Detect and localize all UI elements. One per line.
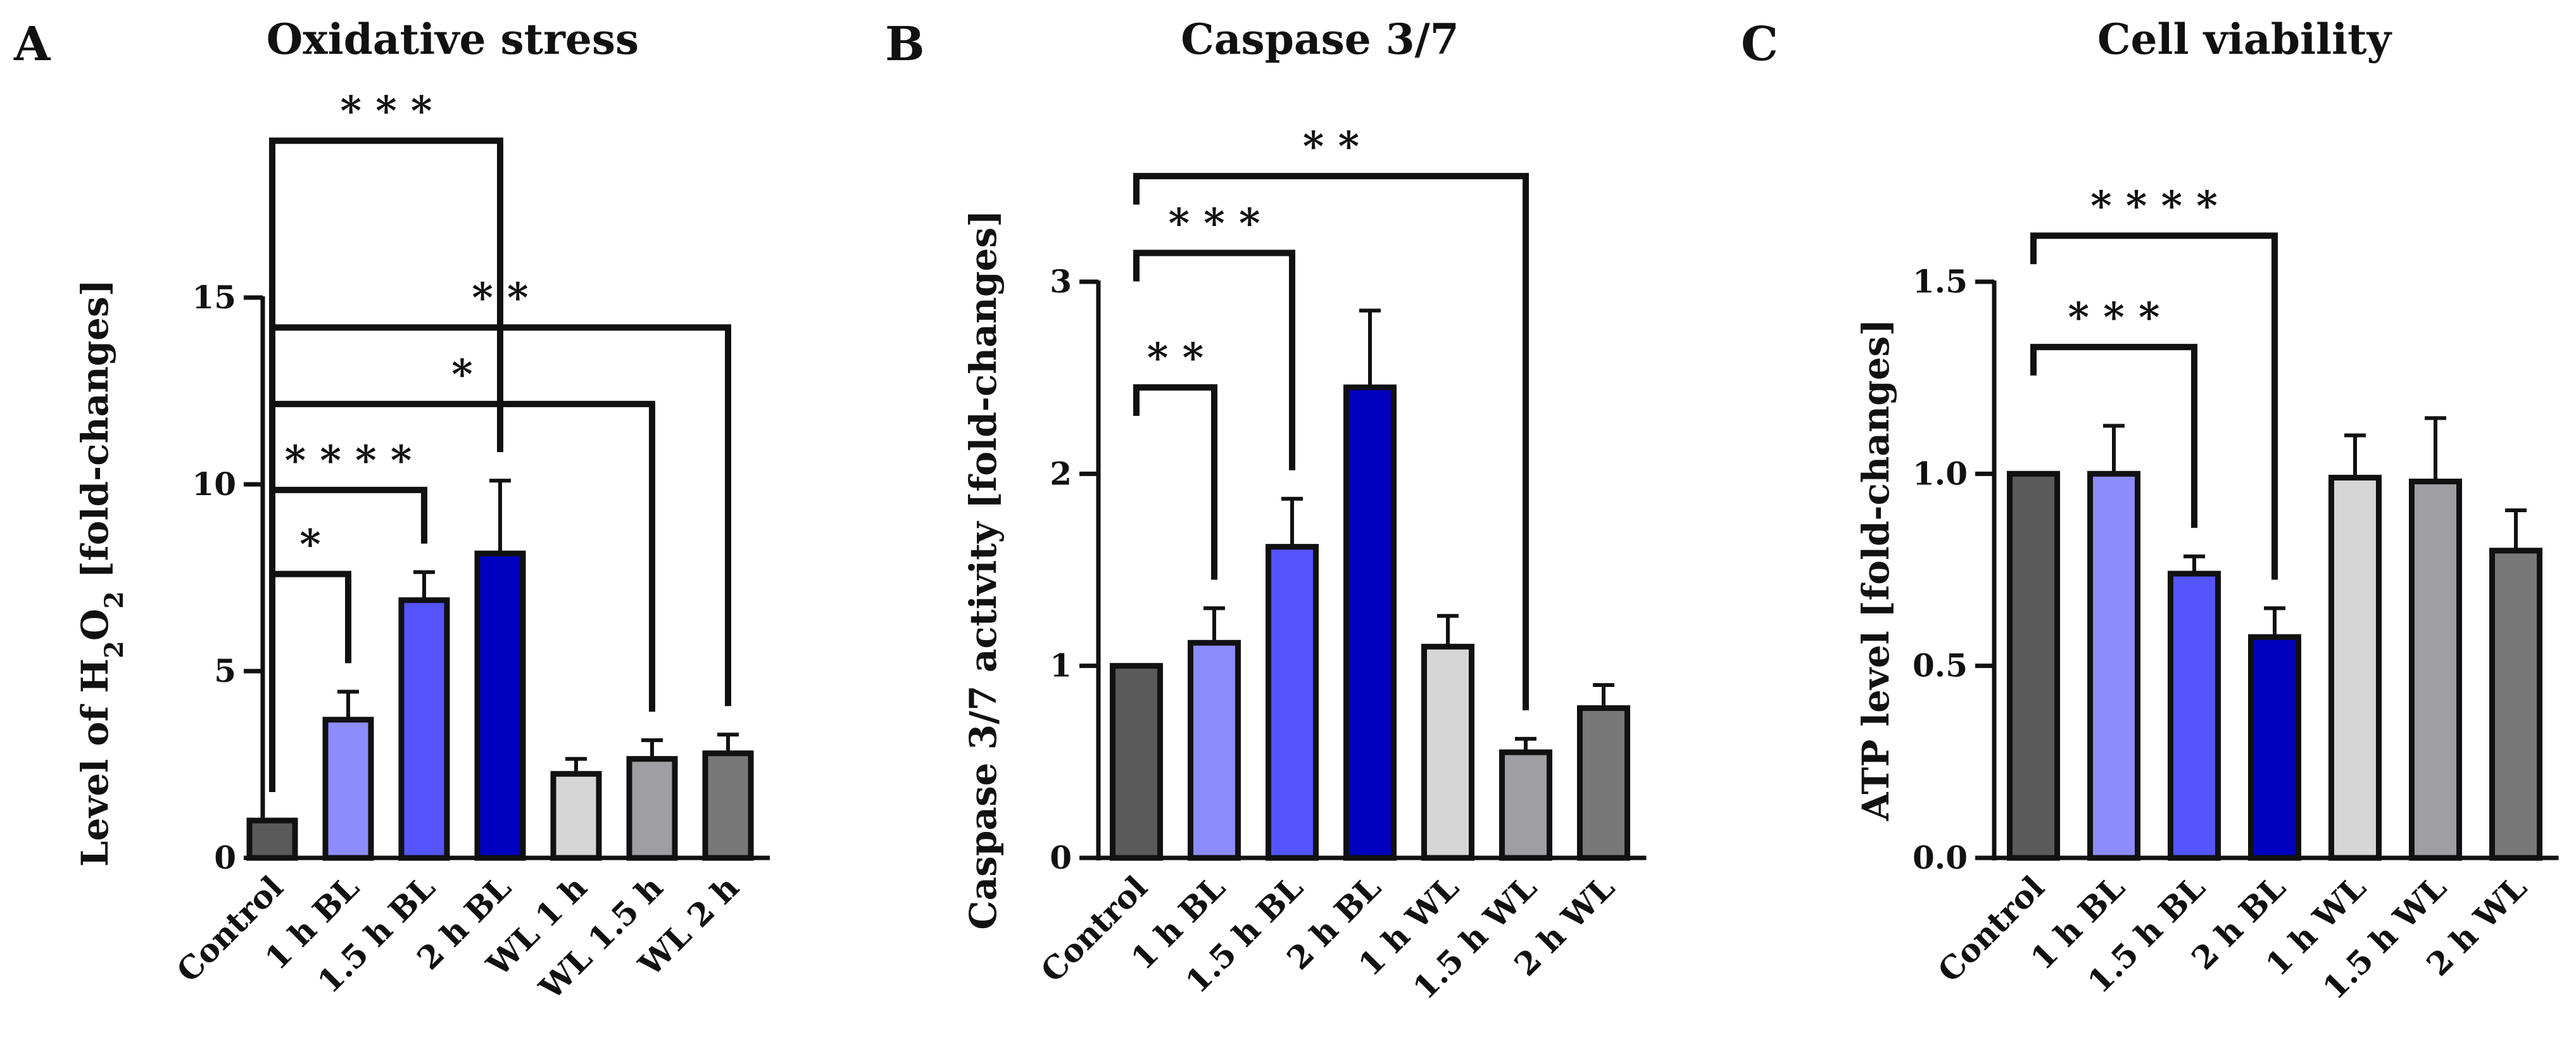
bar-2-h-bl — [2248, 634, 2301, 861]
bar-2-h-bl — [1343, 384, 1397, 861]
panel-a: A Oxidative stress Level of H2O2 [fold-c… — [13, 15, 770, 1007]
significance-label: * * — [1147, 334, 1203, 382]
bar-1-5-h-bl — [398, 597, 450, 861]
chart-title: Cell viability — [2097, 15, 2392, 64]
significance-bracket — [269, 137, 503, 792]
y-tick-label: 0 — [1050, 839, 1072, 876]
panel-c: C Cell viability ATP level [fold-changes… — [1741, 15, 2559, 1007]
y-tick-label: 0 — [214, 839, 236, 876]
bar-wl-1-h — [550, 771, 602, 861]
bar-1-5-h-bl — [2168, 570, 2221, 861]
significance-bracket — [2030, 232, 2278, 580]
panel-letter: B — [885, 17, 925, 72]
bar-control — [1110, 663, 1163, 861]
y-tick-label: 1.5 — [1913, 263, 1968, 300]
significance-label: * * — [1303, 123, 1359, 170]
significance-label: * — [451, 351, 472, 398]
significance-bracket — [1133, 249, 1295, 470]
significance-label: * * * — [1169, 200, 1260, 248]
panel-letter: A — [13, 17, 51, 72]
bar-2-h-wl — [2489, 548, 2542, 861]
y-tick-label: 3 — [1050, 263, 1072, 300]
y-tick-label: 15 — [192, 279, 236, 316]
significance-bracket — [2030, 344, 2197, 528]
y-tick-label: 5 — [214, 652, 236, 689]
chart-title: Oxidative stress — [267, 15, 639, 64]
y-tick-label: 2 — [1050, 455, 1072, 492]
bar-1-5-h-wl — [2409, 478, 2462, 861]
panel-b: B Caspase 3/7 Caspase 3/7 activity [fold… — [885, 15, 1647, 1007]
significance-label: * — [299, 521, 320, 569]
bar-1-h-bl — [1188, 639, 1241, 861]
x-tick-label: Control — [169, 869, 290, 990]
bar-2-h-wl — [1577, 705, 1630, 861]
significance-label: * * * * — [2090, 182, 2218, 230]
bar-2-h-bl — [474, 550, 526, 861]
y-tick-label: 0.5 — [1913, 647, 1968, 684]
y-axis-label: Level of H2O2 [fold-changes] — [73, 279, 129, 867]
bar-1-5-h-bl — [1266, 544, 1319, 861]
x-tick-label: Control — [1033, 869, 1154, 990]
significance-label: * * * — [341, 87, 432, 135]
bar-control — [2007, 470, 2060, 861]
chart-title: Caspase 3/7 — [1181, 15, 1459, 64]
y-axis-label: Caspase 3/7 activity [fold-changes] — [962, 210, 1005, 929]
y-tick-label: 0.0 — [1913, 839, 1968, 876]
bar-wl-2-h — [702, 750, 754, 861]
significance-bracket — [1133, 173, 1529, 710]
panel-letter: C — [1741, 17, 1778, 72]
y-tick-label: 10 — [192, 465, 236, 503]
bar-1-h-wl — [1421, 643, 1474, 861]
y-tick-label: 1 — [1050, 647, 1072, 684]
bar-control — [246, 817, 298, 861]
significance-bracket — [1133, 384, 1217, 580]
significance-label: * * * * — [285, 437, 412, 484]
bar-1-h-bl — [2087, 470, 2140, 861]
bar-1-5-h-wl — [1499, 749, 1552, 861]
y-tick-label: 1.0 — [1913, 455, 1968, 492]
bar-1-h-wl — [2328, 474, 2382, 861]
bar-1-h-bl — [322, 717, 374, 861]
x-tick-label: Control — [1930, 869, 2051, 990]
bar-wl-1-5-h — [626, 756, 678, 861]
significance-label: * * * — [2068, 294, 2160, 341]
y-axis-label: ATP level [fold-changes] — [1854, 318, 1897, 821]
